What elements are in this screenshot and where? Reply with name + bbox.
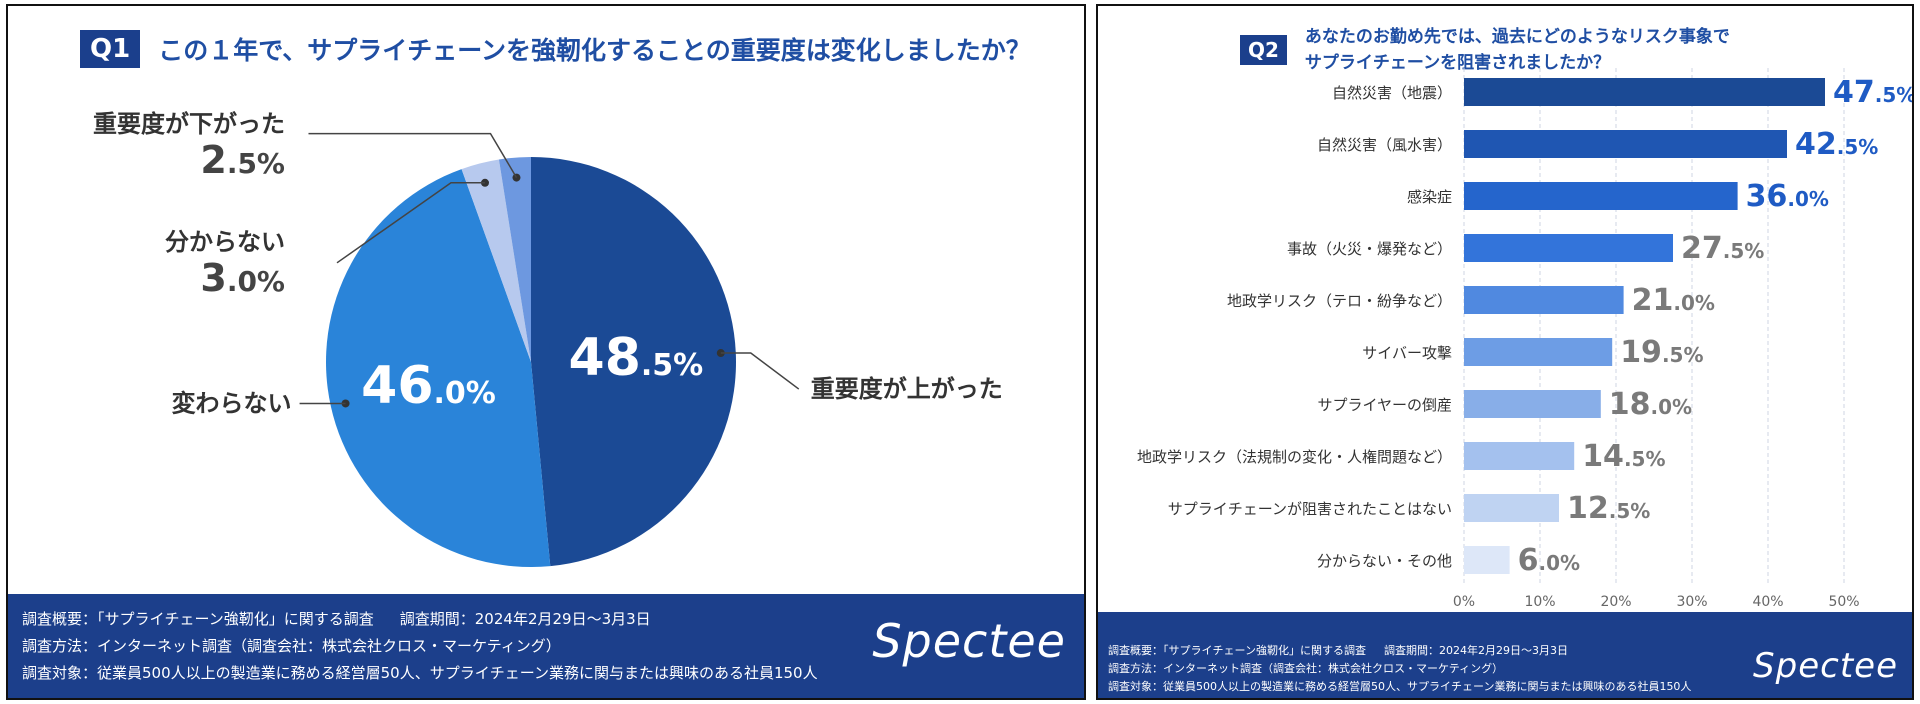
pie-slice-1	[325, 169, 551, 568]
leader-line-2	[336, 182, 485, 264]
q2-bar-chart: 0% 10% 20% 30% 40% 50% 自然災害（地震） 47.5% 自然災害（風水害） 4…	[1137, 68, 1912, 610]
q1-title: この１年で、サプライチェーンを強靭化することの重要度は変化しましたか？	[158, 36, 1031, 65]
bar-category-6: サプライヤーの倒産	[1317, 396, 1452, 414]
leader-line-0	[720, 352, 800, 390]
bar-category-4: 地政学リスク（テロ・紛争など）	[1227, 292, 1452, 310]
q1-footer-overview-line: 調査概要：「サプライチェーン強靭化」に関する調査 調査期間：2024年2月29日〜…	[22, 606, 818, 633]
bar-category-2: 感染症	[1407, 188, 1452, 206]
pie-value-3: 2.5%	[200, 138, 285, 182]
x-tick-5: 50%	[1828, 594, 1859, 610]
pie-label-3: 重要度が下がった	[93, 110, 285, 138]
bar-6	[1464, 390, 1601, 418]
bar-value-6: 18.0%	[1609, 387, 1692, 422]
pie-value-0: 48.5%	[569, 328, 704, 388]
q2-footer-method: 調査方法：インターネット調査（調査会社：株式会社クロス・マーケティング）	[1108, 662, 1504, 675]
pie-slice-2	[461, 159, 531, 362]
x-tick-4: 40%	[1752, 594, 1783, 610]
q2-footer: 調査概要：「サプライチェーン強靭化」に関する調査 調査期間：2024年2月29日〜…	[1098, 612, 1912, 698]
q2-title-line1: あなたのお勤め先では、過去にどのようなリスク事象で	[1304, 27, 1730, 47]
bar-value-4: 21.0%	[1632, 283, 1715, 318]
q2-footer-overview: 調査概要：「サプライチェーン強靭化」に関する調査	[1108, 644, 1366, 657]
bar-category-3: 事故（火災・爆発など）	[1287, 240, 1452, 258]
bar-1	[1464, 130, 1787, 158]
q1-badge: Q1	[80, 30, 141, 68]
bar-category-9: 分からない・その他	[1317, 552, 1452, 570]
q2-header: Q2 あなたのお勤め先では、過去にどのようなリスク事象で サプライチェーンを阻害…	[1240, 24, 1730, 76]
bar-value-5: 19.5%	[1620, 335, 1703, 370]
q1-spectee-logo: Spectee	[872, 614, 1066, 668]
bar-category-7: 地政学リスク（法規制の変化・人権問題など）	[1137, 448, 1452, 466]
bar-category-8: サプライチェーンが阻害されたことはない	[1168, 500, 1452, 518]
pie-slice-3	[498, 157, 531, 362]
leader-dot-3	[512, 173, 521, 182]
bar-3	[1464, 234, 1673, 262]
pie-value-2: 3.0%	[200, 256, 285, 300]
q1-panel: Q1 この１年で、サプライチェーンを強靭化することの重要度は変化しましたか？ 4…	[6, 4, 1086, 700]
bars: 自然災害（地震） 47.5% 自然災害（風水害） 42.5% 感染症 36.0% 事故（火災…	[1137, 75, 1912, 578]
pie-value-1: 46.0%	[361, 356, 496, 416]
q2-footer-target: 調査対象：従業員500人以上の製造業に務める経営層50人、サプライチェーン業務に…	[1108, 680, 1692, 693]
bar-value-3: 27.5%	[1681, 231, 1764, 266]
q2-footer-period: 調査期間：2024年2月29日〜3月3日	[1383, 644, 1568, 657]
bar-category-5: サイバー攻撃	[1362, 344, 1452, 362]
x-tick-0: 0%	[1453, 594, 1475, 610]
q1-footer-period: 調査期間：2024年2月29日〜3月3日	[399, 610, 651, 628]
x-tick-3: 30%	[1676, 594, 1707, 610]
q1-footer-overview: 調査概要：「サプライチェーン強靭化」に関する調査	[22, 610, 374, 628]
q1-header: Q1 この１年で、サプライチェーンを強靭化することの重要度は変化しましたか？	[80, 30, 1031, 68]
bar-value-0: 47.5%	[1833, 75, 1912, 110]
bar-4	[1464, 286, 1624, 314]
q1-footer: 調査概要：「サプライチェーン強靭化」に関する調査 調査期間：2024年2月29日〜…	[8, 594, 1084, 698]
q2-title: あなたのお勤め先では、過去にどのようなリスク事象で サプライチェーンを阻害されま…	[1305, 24, 1730, 76]
q2-panel: Q2 あなたのお勤め先では、過去にどのようなリスク事象で サプライチェーンを阻害…	[1096, 4, 1914, 700]
q2-title-line2: サプライチェーンを阻害されましたか？	[1304, 53, 1611, 73]
bar-7	[1464, 442, 1575, 470]
q2-badge: Q2	[1240, 35, 1287, 65]
leader-line-3	[308, 132, 518, 178]
bar-5	[1464, 338, 1613, 366]
bar-value-2: 36.0%	[1746, 179, 1829, 214]
q2-footer-overview-line: 調査概要：「サプライチェーン強靭化」に関する調査 調査期間：2024年2月29日〜…	[1108, 642, 1691, 660]
bar-category-0: 自然災害（地震）	[1332, 84, 1452, 102]
x-tick-1: 10%	[1524, 594, 1555, 610]
pie-label-2: 分からない	[165, 228, 285, 256]
bar-category-1: 自然災害（風水害）	[1317, 136, 1452, 154]
bar-0	[1464, 78, 1825, 106]
pie-slice-0	[531, 157, 737, 567]
bar-2	[1464, 182, 1738, 210]
pie-label-1: 変わらない	[172, 389, 292, 417]
bar-value-1: 42.5%	[1795, 127, 1878, 162]
q1-footer-method: 調査方法：インターネット調査（調査会社：株式会社クロス・マーケティング）	[22, 637, 561, 655]
bar-8	[1464, 494, 1559, 522]
bar-9	[1464, 546, 1510, 574]
bar-value-7: 14.5%	[1582, 439, 1665, 474]
bar-value-8: 12.5%	[1567, 491, 1650, 526]
bar-value-9: 6.0%	[1518, 543, 1580, 578]
pie-label-0: 重要度が上がった	[811, 375, 1003, 403]
q1-footer-target: 調査対象：従業員500人以上の製造業に務める経営層50人、サプライチェーン業務に…	[22, 664, 818, 682]
q2-spectee-logo: Spectee	[1753, 646, 1898, 686]
x-tick-2: 20%	[1600, 594, 1631, 610]
